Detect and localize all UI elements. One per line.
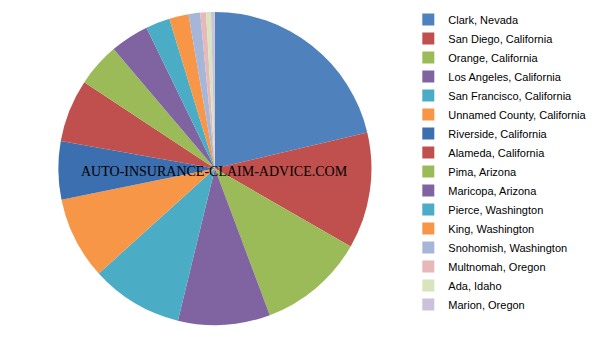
- svg-text:Maricopa, Arizona: Maricopa, Arizona: [448, 185, 537, 197]
- svg-text:Pima, Arizona: Pima, Arizona: [448, 166, 517, 178]
- svg-text:San Diego, California: San Diego, California: [448, 33, 553, 45]
- svg-text:Ada, Idaho: Ada, Idaho: [448, 280, 501, 292]
- svg-text:Los Angeles, California: Los Angeles, California: [448, 71, 561, 83]
- svg-text:San Francisco, California: San Francisco, California: [448, 90, 572, 102]
- svg-text:Riverside, California: Riverside, California: [448, 128, 547, 140]
- svg-text:Alameda, California: Alameda, California: [448, 147, 545, 159]
- svg-text:Pierce, Washington: Pierce, Washington: [448, 204, 543, 216]
- svg-text:AUTO-INSURANCE-CLAIM-ADVICE.CO: AUTO-INSURANCE-CLAIM-ADVICE.COM: [81, 164, 348, 179]
- svg-text:Marion, Oregon: Marion, Oregon: [448, 299, 524, 311]
- svg-text:Orange, California: Orange, California: [448, 52, 538, 64]
- svg-text:Snohomish, Washington: Snohomish, Washington: [448, 242, 567, 254]
- svg-text:Multnomah, Oregon: Multnomah, Oregon: [448, 261, 545, 273]
- svg-text:King, Washington: King, Washington: [448, 223, 534, 235]
- svg-text:Unnamed County, California: Unnamed County, California: [448, 109, 586, 121]
- svg-text:Clark, Nevada: Clark, Nevada: [448, 14, 519, 26]
